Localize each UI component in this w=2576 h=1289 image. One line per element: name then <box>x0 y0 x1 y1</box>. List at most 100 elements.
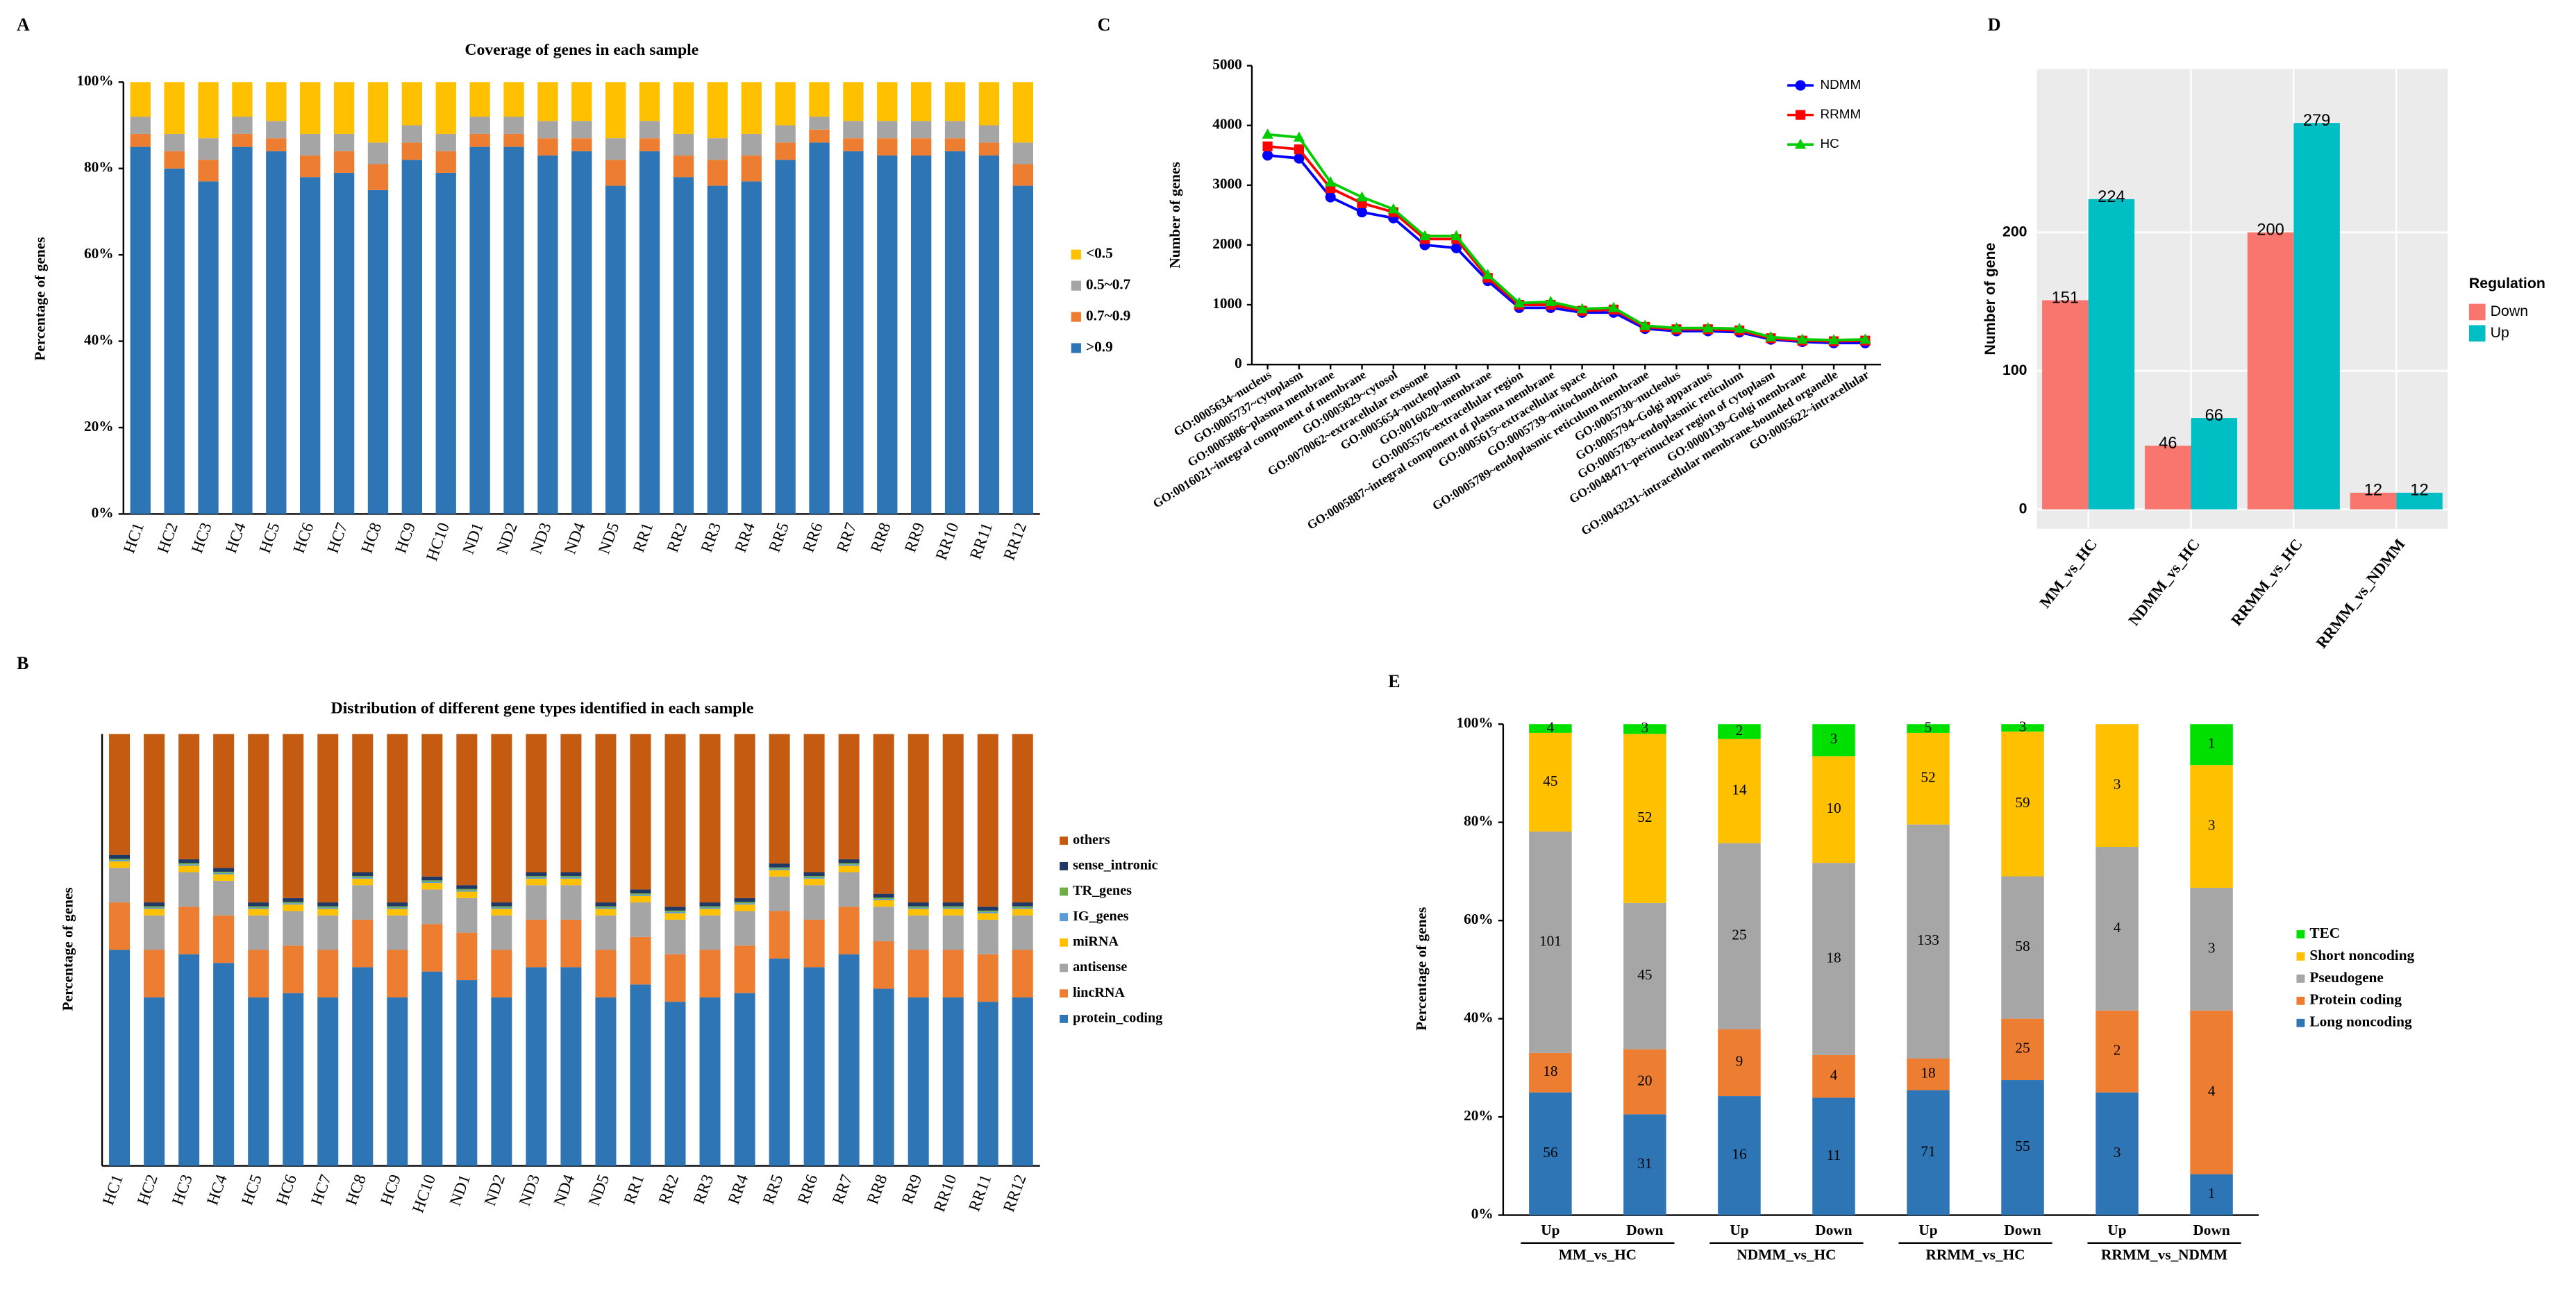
bar-segment <box>699 997 721 1166</box>
bar-segment <box>144 997 165 1166</box>
data-label: 3 <box>2019 718 2027 734</box>
bar-segment <box>775 125 796 143</box>
bar-segment <box>639 151 660 514</box>
bar-segment <box>266 138 287 151</box>
bar-segment <box>639 138 660 151</box>
bar-segment <box>232 146 253 514</box>
bar-segment <box>699 906 721 908</box>
bar-segment <box>873 907 894 942</box>
bar <box>2396 492 2443 509</box>
x-tick-label: RR5 <box>760 1172 787 1207</box>
bar-segment <box>178 866 200 873</box>
bar-segment <box>421 880 443 882</box>
data-label: 18 <box>1543 1063 1557 1079</box>
data-label: 25 <box>1732 927 1746 943</box>
bar-segment <box>1623 1049 1666 1115</box>
point <box>1513 296 1525 307</box>
data-label: 2 <box>1736 722 1743 739</box>
x-tick-label: NDMM_vs_HC <box>2125 536 2203 629</box>
bar-segment <box>144 950 165 997</box>
point <box>1262 128 1273 139</box>
bar-segment <box>911 138 932 156</box>
x-tick-label: RR3 <box>690 1172 717 1207</box>
bar-segment <box>317 734 339 903</box>
legend-swatch <box>1060 836 1069 845</box>
bar-segment <box>734 911 755 946</box>
bar-segment <box>178 907 200 954</box>
bar-segment <box>387 902 408 907</box>
x-tick-label: HC8 <box>342 1172 370 1208</box>
bar-segment <box>769 958 790 1166</box>
bar-segment <box>560 734 582 873</box>
bar-segment <box>873 988 894 1166</box>
x-tick-label: RRMM_vs_HC <box>2227 536 2306 629</box>
bar <box>2144 446 2191 509</box>
x-tick-label: HC9 <box>377 1172 405 1208</box>
bar-segment <box>1623 734 1666 903</box>
bar-segment <box>401 142 423 160</box>
bar-segment <box>911 155 932 514</box>
bar-segment <box>178 863 200 865</box>
bar-segment <box>130 146 151 514</box>
bar-segment <box>699 902 721 907</box>
legend-label: Protein coding <box>2309 991 2402 1008</box>
bar-segment <box>491 907 512 909</box>
bar-segment <box>2190 1174 2233 1215</box>
y-tick-label: 0% <box>1471 1205 1494 1222</box>
bar-segment <box>1529 1092 1572 1215</box>
bar-segment <box>944 121 966 139</box>
x-tick-label: ND1 <box>460 521 487 557</box>
bar-segment <box>664 907 686 911</box>
bar-segment <box>283 734 304 898</box>
bar-segment <box>908 902 929 907</box>
panel-letter: A <box>17 15 30 35</box>
point <box>1828 334 1840 345</box>
bar-segment <box>526 967 547 1166</box>
bar-segment <box>1623 724 1666 734</box>
bar-segment <box>421 882 443 884</box>
bar-segment <box>630 984 651 1166</box>
bar-segment <box>769 867 790 869</box>
bar-segment <box>1718 1029 1761 1097</box>
data-label: 25 <box>2015 1040 2030 1056</box>
data-label: 3 <box>1830 730 1838 747</box>
bar-segment <box>664 913 686 920</box>
bar-segment <box>401 125 423 143</box>
bar-segment <box>283 903 304 905</box>
data-label: 45 <box>1543 773 1557 789</box>
bar-segment <box>456 980 478 1166</box>
bar-segment <box>595 997 617 1166</box>
bar-segment <box>707 82 728 139</box>
bar-segment <box>560 876 582 877</box>
point <box>1859 333 1871 344</box>
bar-segment <box>977 907 998 911</box>
legend-swatch <box>2296 1018 2305 1027</box>
bar-segment <box>630 893 651 895</box>
point <box>1325 176 1337 187</box>
legend-label: TR_genes <box>1073 883 1132 898</box>
bar-segment <box>526 878 547 886</box>
x-tick-label: ND3 <box>516 1172 544 1208</box>
bar-segment <box>560 872 582 877</box>
data-label: 3 <box>2114 1144 2121 1161</box>
point <box>1293 131 1305 142</box>
bar-segment <box>421 971 443 1166</box>
point <box>1639 319 1651 330</box>
bar-segment <box>387 997 408 1166</box>
bar-segment <box>664 734 686 907</box>
point <box>1702 322 1714 332</box>
data-label: 12 <box>2364 482 2382 500</box>
x-tick-label: RR6 <box>794 1172 821 1207</box>
bar-segment <box>769 868 790 870</box>
bar-segment <box>699 915 721 950</box>
data-label: 3 <box>1641 719 1649 736</box>
bar-segment <box>1623 902 1666 1050</box>
bar-segment <box>639 82 660 121</box>
bar-segment <box>571 151 592 514</box>
bar-segment <box>2190 1010 2233 1174</box>
data-label: 56 <box>1543 1144 1557 1161</box>
data-label: 3 <box>2208 816 2216 833</box>
bar-segment <box>775 82 796 126</box>
bar-segment <box>317 909 339 916</box>
data-label: 11 <box>1827 1147 1841 1163</box>
